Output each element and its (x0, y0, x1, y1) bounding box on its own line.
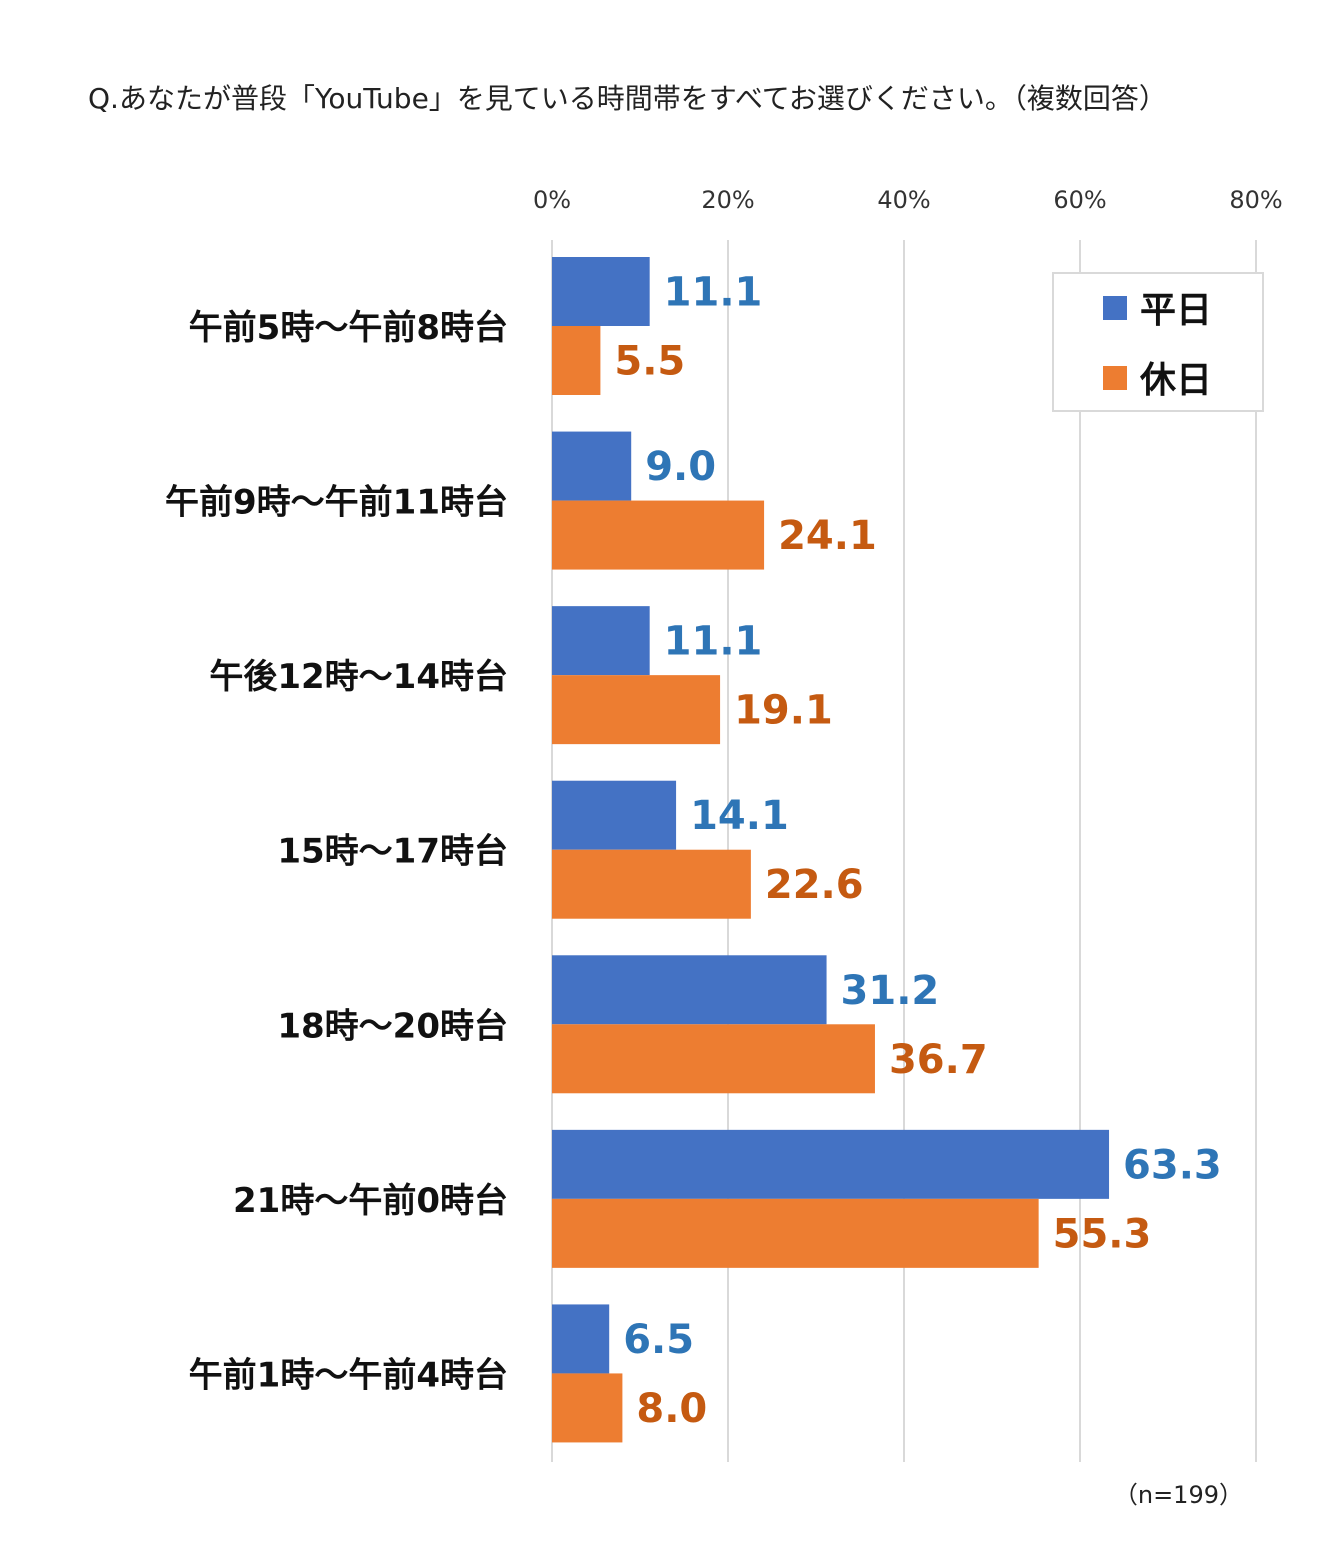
bar-weekday (552, 606, 650, 676)
data-label-weekday: 11.1 (664, 270, 763, 316)
data-label-weekday: 31.2 (841, 968, 940, 1014)
bar-weekday (552, 955, 827, 1025)
category-label: 21時～午前0時台 (233, 1181, 508, 1221)
x-tick-label: 40% (877, 186, 930, 214)
data-label-weekday: 63.3 (1123, 1142, 1222, 1188)
x-tick-label: 60% (1053, 186, 1106, 214)
legend-label-holiday: 休日 (1139, 360, 1212, 401)
bar-holiday (552, 675, 721, 745)
data-label-weekday: 9.0 (645, 444, 716, 490)
bar-holiday (552, 849, 751, 919)
legend-swatch-holiday (1103, 366, 1127, 390)
data-label-holiday: 55.3 (1053, 1211, 1152, 1257)
chart-title: Q.あなたが普段「YouTube」を見ている時間帯をすべてお選びください。（複数… (88, 82, 1167, 115)
bar-holiday (552, 326, 601, 395)
data-label-weekday: 14.1 (690, 793, 789, 839)
data-label-holiday: 36.7 (889, 1037, 988, 1083)
data-label-holiday: 22.6 (765, 862, 864, 908)
x-tick-label: 80% (1229, 186, 1282, 214)
data-label-holiday: 24.1 (778, 513, 877, 559)
legend: 平日 休日 (1052, 272, 1264, 412)
bar-weekday (552, 1129, 1110, 1199)
x-axis-ticks: 0% 20% 40% 60% 80% (533, 186, 1283, 214)
bar-holiday (552, 500, 765, 570)
category-label: 午前9時～午前11時台 (165, 483, 508, 523)
data-label-holiday: 8.0 (636, 1386, 707, 1432)
sample-size-note: （n=199） (1114, 1481, 1243, 1509)
bar-weekday (552, 431, 632, 501)
bar-holiday (552, 1373, 623, 1443)
category-label: 18時～20時台 (277, 1006, 508, 1046)
legend-swatch-weekday (1103, 296, 1127, 320)
legend-label-weekday: 平日 (1140, 290, 1212, 331)
data-label-weekday: 6.5 (623, 1317, 694, 1363)
x-tick-label: 0% (533, 186, 571, 214)
bar-holiday (552, 1024, 875, 1094)
x-tick-label: 20% (701, 186, 754, 214)
data-label-holiday: 5.5 (614, 339, 685, 385)
bar-holiday (552, 1198, 1039, 1268)
bar-weekday (552, 257, 650, 326)
category-label: 午前1時～午前4時台 (189, 1355, 508, 1395)
bar-weekday (552, 780, 677, 850)
category-label: 午後12時～14時台 (209, 657, 508, 697)
legend-box (1052, 272, 1264, 412)
data-label-holiday: 19.1 (734, 688, 833, 734)
data-label-weekday: 11.1 (664, 619, 763, 665)
category-label: 15時～17時台 (277, 832, 508, 872)
bars: 11.1 5.5 9.0 24.1 11.1 19.1 14.1 22.6 31.2 36.7 63… (552, 257, 1222, 1443)
bar-weekday (552, 1304, 610, 1374)
category-label: 午前5時～午前8時台 (189, 308, 508, 348)
